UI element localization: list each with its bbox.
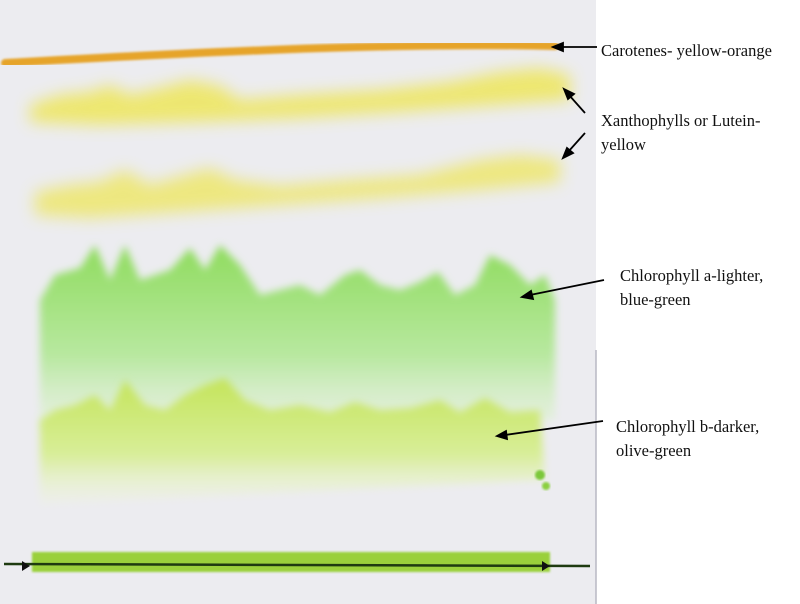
- chlorophyll-a-band: [40, 245, 555, 430]
- xanthophyll-arrow-down: [567, 132, 586, 153]
- origin-band: [32, 552, 550, 572]
- xanthophyll-arrowhead-up: [562, 87, 576, 101]
- xanthophyll-arrow-up: [568, 94, 586, 114]
- chlorophyll-b-band: [40, 378, 545, 505]
- origin-marker-right: [542, 561, 550, 571]
- xanthophyll-arrowhead-down: [561, 146, 575, 160]
- chlorophyll-a-arrowhead: [519, 289, 535, 301]
- chlorophyll-a-label-line2: blue-green: [620, 290, 691, 309]
- carotenes-label: Carotenes- yellow-orange: [601, 41, 772, 60]
- xanthophyll-band-1: [30, 68, 570, 125]
- carotene-band: [1, 41, 559, 67]
- green-speck: [535, 470, 545, 480]
- chlorophyll-b-label-line2: olive-green: [616, 441, 692, 460]
- chlorophyll-b-label-line1: Chlorophyll b-darker,: [616, 417, 760, 436]
- xanthophylls-label-line2: yellow: [601, 135, 646, 154]
- chlorophyll-b-arrowhead: [494, 429, 509, 441]
- carotenes-arrowhead: [550, 41, 564, 53]
- chlorophyll-a-arrow: [529, 279, 605, 296]
- origin-line: [3, 562, 591, 568]
- origin-marker-left: [22, 561, 30, 571]
- chlorophyll-b-arrow: [504, 420, 604, 436]
- xanthophylls-label-line1: Xanthophylls or Lutein-: [601, 111, 761, 130]
- xanthophyll-band-2: [35, 155, 560, 218]
- chlorophyll-a-label-line1: Chlorophyll a-lighter,: [620, 266, 764, 285]
- green-speck: [542, 482, 550, 490]
